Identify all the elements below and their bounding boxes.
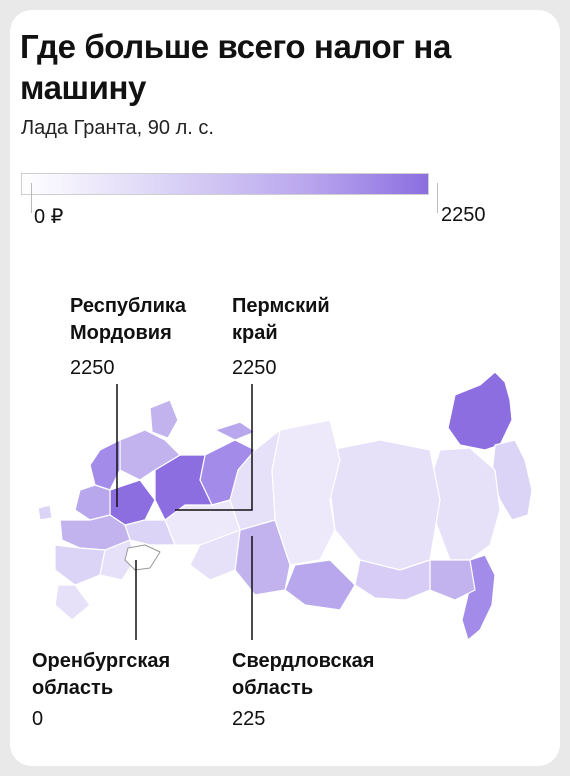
callout-mordovia-value: 2250 <box>70 357 115 379</box>
map-region <box>354 559 431 601</box>
map-region <box>429 559 476 601</box>
map-region <box>429 447 501 561</box>
scale-tick-max <box>437 183 438 213</box>
callout-perm-value: 2250 <box>232 357 277 379</box>
map-region <box>119 429 181 481</box>
map-region <box>54 544 106 586</box>
map-region <box>329 439 441 571</box>
callout-orenburg-name: Оренбургская область <box>32 650 171 699</box>
callout-sverdlovsk-value: 225 <box>232 708 266 730</box>
map-region <box>54 584 91 621</box>
scale-min-label: 0 ₽ <box>34 206 64 228</box>
map-region <box>284 559 356 611</box>
color-scale-bar <box>21 173 429 195</box>
page-subtitle: Лада Гранта, 90 л. с. <box>21 117 214 139</box>
map-region <box>149 399 179 439</box>
leader-line-perm <box>175 384 253 511</box>
callout-perm-name: Пермский край <box>232 295 330 344</box>
callout-orenburg-value: 0 <box>32 708 44 730</box>
map-region <box>74 484 111 521</box>
map-region <box>447 371 513 451</box>
callout-mordovia-name: Республика Мордовия <box>70 295 187 344</box>
map-region <box>89 439 121 491</box>
scale-max-label: 2250 <box>441 204 486 226</box>
map-region <box>214 421 256 441</box>
map-region <box>154 454 213 521</box>
map-region-orenburg <box>124 544 161 571</box>
page-title: Где больше всего налог на машину <box>20 28 451 106</box>
scale-tick-min <box>31 183 32 213</box>
map-region <box>37 504 53 521</box>
callout-sverdlovsk-name: Свердловская область <box>232 650 375 699</box>
